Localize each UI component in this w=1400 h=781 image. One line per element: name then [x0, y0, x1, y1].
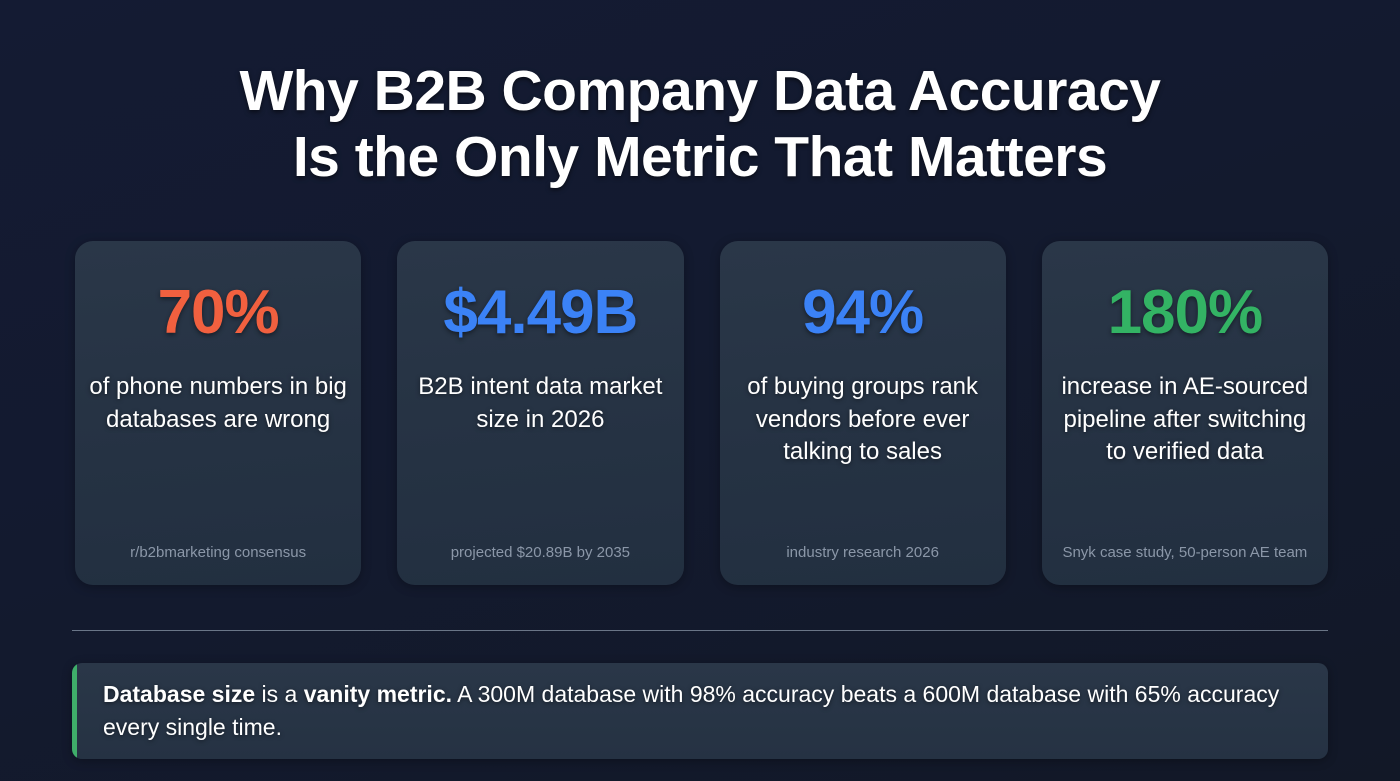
callout-accent-bar: [72, 663, 77, 759]
stat-source: Snyk case study, 50-person AE team: [1062, 544, 1308, 561]
stat-value: $4.49B: [443, 278, 638, 347]
callout-rest: A 300M database with 98% accuracy beats …: [103, 681, 1280, 740]
callout-bold-2: vanity metric.: [303, 681, 453, 707]
page-title-line-2: Is the Only Metric That Matters: [292, 125, 1108, 189]
stat-value: 70%: [157, 278, 280, 347]
stat-value: 94%: [802, 278, 924, 347]
stat-card-buying-groups: 94% of buying groups rank vendors before…: [719, 241, 1006, 585]
stat-card-list: 70% of phone numbers in big databases ar…: [75, 241, 1328, 585]
stat-label: increase in AE-sourced pipeline after sw…: [1061, 373, 1309, 465]
stat-label: B2B intent data market size in 2026: [418, 373, 663, 433]
callout-bold-1: Database size: [103, 681, 256, 707]
callout-text: Database size is a vanity metric. A 300M…: [77, 678, 1328, 744]
stat-source: projected $20.89B by 2035: [450, 544, 631, 561]
stat-source: industry research 2026: [786, 544, 939, 561]
callout-mid-1: is a: [255, 681, 304, 707]
stat-label: of buying groups rank vendors before eve…: [747, 373, 979, 465]
stat-card-ae-pipeline: 180% increase in AE-sourced pipeline aft…: [1041, 241, 1328, 585]
stat-card-intent-data-market: $4.49B B2B intent data market size in 20…: [397, 241, 684, 585]
page-title: Why B2B Company Data Accuracy Is the Onl…: [0, 0, 1400, 190]
stat-source: r/b2bmarketing consensus: [130, 544, 307, 561]
page-title-line-1: Why B2B Company Data Accuracy: [239, 59, 1162, 123]
stat-label: of phone numbers in big databases are wr…: [89, 373, 347, 433]
stat-value: 180%: [1107, 278, 1264, 347]
stat-card-phone-numbers: 70% of phone numbers in big databases ar…: [75, 241, 362, 585]
section-divider: [72, 630, 1328, 631]
callout-banner: Database size is a vanity metric. A 300M…: [72, 663, 1328, 759]
